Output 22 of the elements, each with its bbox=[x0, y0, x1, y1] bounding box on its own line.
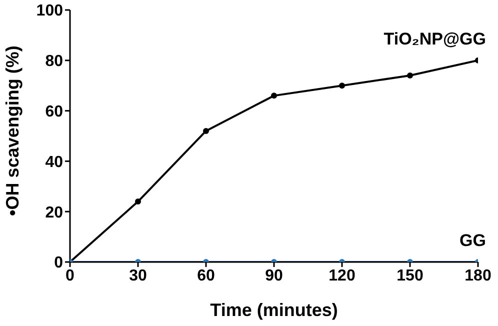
y-tick-label: 100 bbox=[36, 2, 64, 20]
y-tick-label: 80 bbox=[45, 53, 64, 70]
series-label: TiO₂NP@GG bbox=[384, 29, 486, 48]
x-tick-label: 90 bbox=[265, 267, 283, 284]
y-axis-title: •OH scavenging (%) bbox=[2, 46, 22, 216]
y-tick-label: 40 bbox=[45, 154, 64, 171]
y-tick-label: 60 bbox=[45, 103, 64, 120]
point bbox=[339, 82, 345, 89]
y-tick-label: 20 bbox=[45, 204, 64, 222]
series-label: GG bbox=[460, 231, 486, 250]
point bbox=[271, 92, 277, 99]
x-tick-label: 30 bbox=[129, 267, 147, 284]
x-tick-label: 0 bbox=[66, 267, 75, 284]
point bbox=[203, 128, 209, 134]
point bbox=[407, 72, 413, 79]
x-tick-label: 180 bbox=[464, 267, 492, 284]
point bbox=[135, 198, 141, 205]
x-tick-label: 150 bbox=[396, 267, 424, 284]
x-tick-label: 120 bbox=[328, 267, 356, 284]
x-tick-label: 60 bbox=[197, 267, 215, 284]
x-axis-title: Time (minutes) bbox=[210, 300, 338, 320]
y-tick-label: 0 bbox=[54, 254, 64, 272]
